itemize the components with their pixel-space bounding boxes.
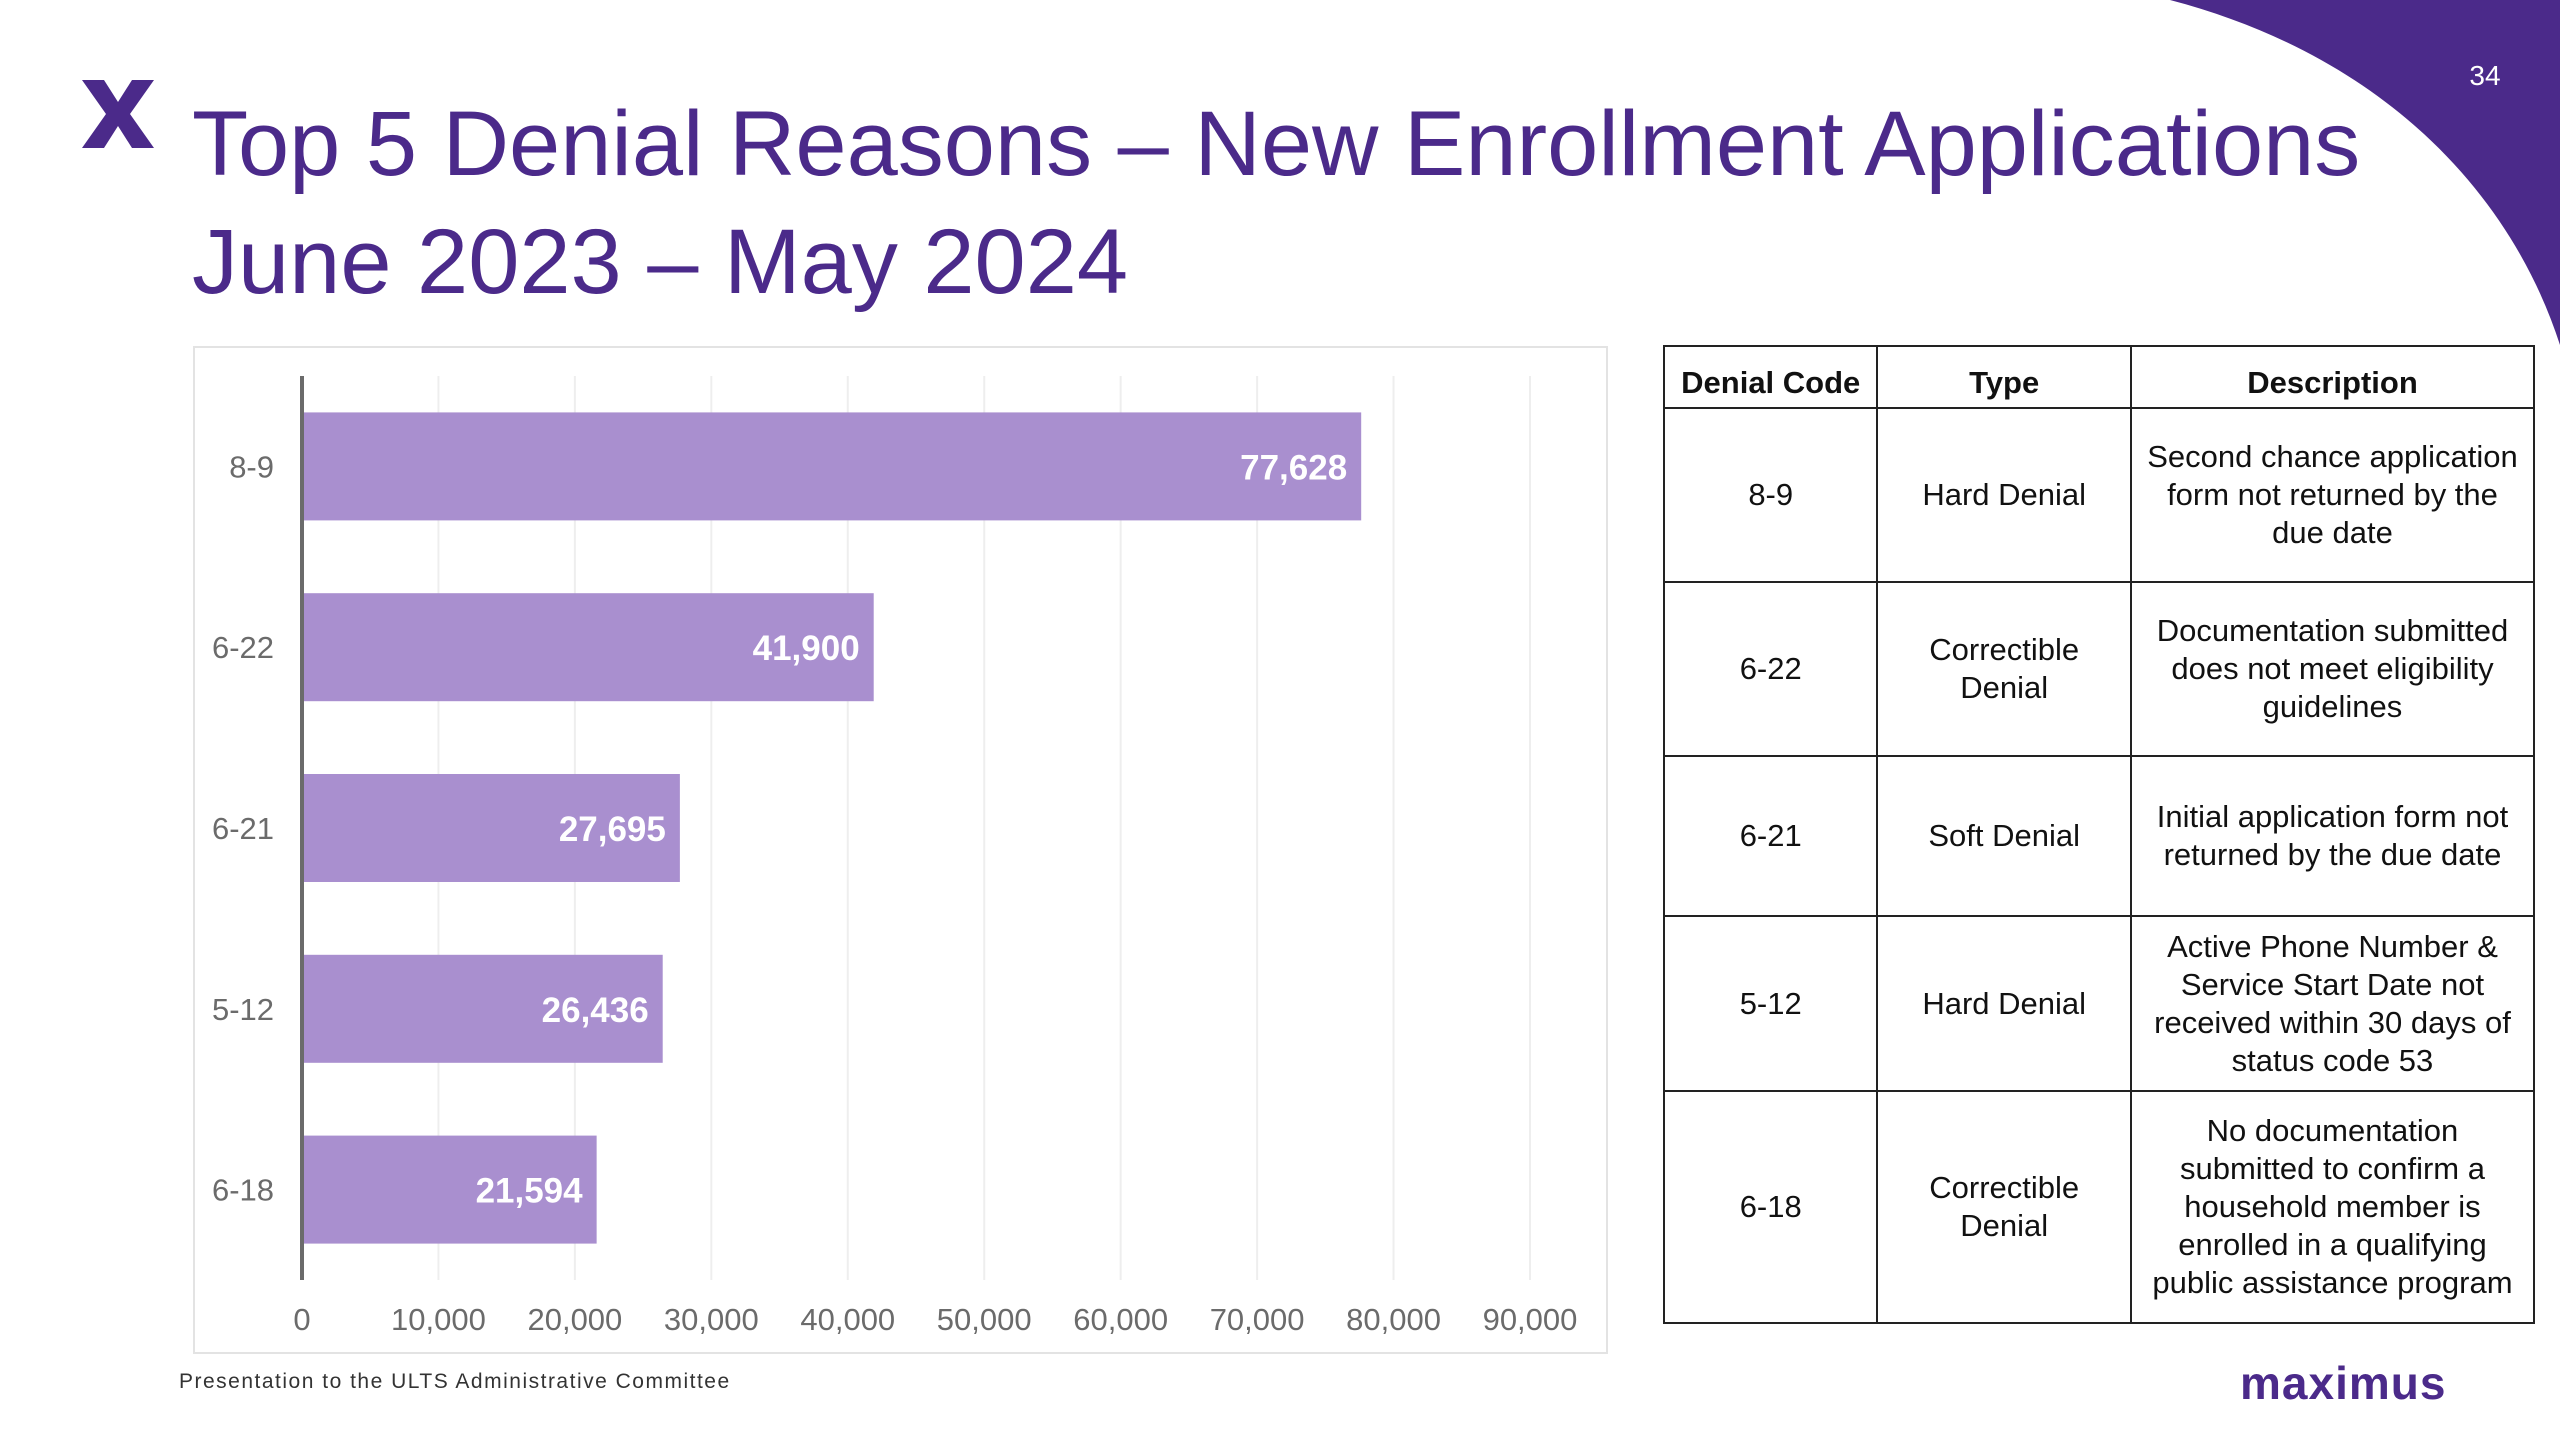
category-label: 6-22 [212,630,274,665]
cell-description-line: returned by the due date [2163,837,2502,872]
maximus-logo: maximus [2240,1357,2447,1409]
cell-type-line: Denial [1960,1208,2049,1243]
bar [302,1135,597,1244]
table-row: 6-22 Correctible Denial Documentation submi… [1662,581,2536,757]
cell-type-line: Hard Denial [1922,985,2087,1021]
cell-description-line: status code 53 [2231,1042,2434,1078]
bar [302,954,663,1063]
header-denial-code: Denial Code [1662,345,1879,409]
cell-description-line: does not meet eligibility [2171,651,2494,686]
x-tick-label: 70,000 [1210,1302,1305,1337]
cell-type: Correctible Denial [1876,581,2132,757]
x-tick-label: 0 [293,1302,310,1337]
cell-description-line: guidelines [2262,689,2403,724]
cell-type: Hard Denial [1876,407,2132,583]
bar [302,774,680,882]
bar [302,593,874,702]
data-label: 27,695 [559,810,666,849]
x-tick-label: 80,000 [1346,1302,1441,1337]
x-tick-label: 60,000 [1073,1302,1168,1337]
cell-type-line: Soft Denial [1928,818,2081,853]
table-row: 6-18 Correctible Denial No documentation sub… [1662,1090,2536,1324]
table-row: 5-12 Hard Denial Active Phone Number & Serv… [1662,915,2536,1092]
cell-description-line: Active Phone Number & [2167,928,2498,964]
category-label: 5-12 [212,992,274,1027]
data-label: 26,436 [542,991,649,1030]
cell-description-line: household member is [2184,1189,2481,1224]
category-label: 6-21 [212,811,274,846]
data-label: 21,594 [476,1172,584,1211]
title-line-1: Top 5 Denial Reasons – New Enrollment Ap… [192,93,2361,195]
x-logo-icon [82,80,154,148]
page-title: Top 5 Denial Reasons – New Enrollment Ap… [192,85,2360,321]
header-type: Type [1876,345,2132,409]
cell-description-line: form not returned by the [2167,477,2498,512]
cell-description-line: submitted to confirm a [2180,1151,2485,1186]
cell-denial-code: 5-12 [1662,915,1879,1092]
x-tick-label: 30,000 [664,1302,759,1337]
cell-description: Active Phone Number & Service Start Date … [2129,915,2536,1092]
cell-description-line: Second chance application [2147,439,2518,474]
data-label: 77,628 [1240,448,1347,487]
cell-description-line: Service Start Date not [2180,966,2485,1002]
x-tick-label: 40,000 [800,1302,895,1337]
cell-denial-code: 6-22 [1662,581,1879,757]
cell-denial-code: 6-21 [1662,755,1879,917]
page-number: 34 [2469,60,2501,91]
cell-type-line: Correctible [1929,632,2080,667]
cell-description-line: public assistance program [2152,1265,2513,1300]
cell-type: Correctible Denial [1876,1090,2132,1324]
x-tick-label: 50,000 [937,1302,1032,1337]
table-header-row: Denial Code Type Description [1662,345,2536,409]
cell-description-line: received within 30 days of [2154,1004,2511,1040]
x-tick-label: 20,000 [527,1302,622,1337]
cell-description: Second chance application form not return… [2129,407,2536,583]
cell-type-line: Correctible [1929,1170,2080,1205]
category-label: 8-9 [229,449,274,484]
x-tick-label: 10,000 [391,1302,486,1337]
cell-description: Initial application form not returned by … [2129,755,2536,917]
data-label: 41,900 [753,629,860,668]
cell-type: Soft Denial [1876,755,2132,917]
bar [302,412,1362,521]
title-line-2: June 2023 – May 2024 [192,211,1129,313]
cell-type-line: Denial [1960,670,2049,705]
header-description: Description [2129,345,2536,409]
cell-description-line: No documentation [2206,1113,2459,1148]
category-label: 6-18 [212,1173,274,1208]
table-row: 8-9 Hard Denial Second chance application f… [1662,407,2536,583]
cell-type-line: Hard Denial [1922,477,2087,512]
denial-code-table: Denial Code Type Description 8-9 Hard Den… [1662,345,2536,1324]
cell-description-line: enrolled in a qualifying [2178,1227,2487,1262]
table-row: 6-21 Soft Denial Initial application form … [1662,755,2536,917]
cell-denial-code: 8-9 [1662,407,1879,583]
cell-description-line: Documentation submitted [2156,613,2509,648]
cell-description: No documentation submitted to confirm a ho… [2129,1090,2536,1324]
footer-text: Presentation to the ULTS Administrative … [179,1370,731,1393]
cell-denial-code: 6-18 [1662,1090,1879,1324]
x-tick-label: 90,000 [1483,1302,1578,1337]
cell-description: Documentation submitted does not meet eli… [2129,581,2536,757]
cell-description-line: due date [2272,515,2393,550]
cell-description-line: Initial application form not [2156,799,2509,834]
cell-type: Hard Denial [1876,915,2132,1092]
